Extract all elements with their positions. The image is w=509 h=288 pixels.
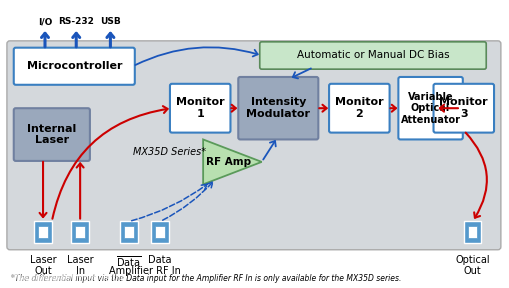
Text: Monitor
3: Monitor 3 [439,97,487,119]
Text: RS-232: RS-232 [58,17,94,26]
FancyBboxPatch shape [14,48,134,85]
FancyBboxPatch shape [34,221,52,243]
FancyBboxPatch shape [463,221,480,243]
FancyBboxPatch shape [71,221,89,243]
Text: Optical
Out: Optical Out [455,255,489,276]
FancyBboxPatch shape [7,41,500,250]
Text: Automatic or Manual DC Bias: Automatic or Manual DC Bias [296,50,448,60]
Text: Intensity
Modulator: Intensity Modulator [246,97,309,119]
Text: I/O: I/O [38,17,52,26]
Text: Amplifier RF In: Amplifier RF In [108,266,180,276]
FancyBboxPatch shape [328,84,389,132]
Text: MX35D Series*: MX35D Series* [133,147,206,157]
FancyBboxPatch shape [467,226,476,238]
Text: RF Amp: RF Amp [206,157,250,167]
FancyBboxPatch shape [75,226,85,238]
FancyBboxPatch shape [151,221,168,243]
FancyBboxPatch shape [14,108,90,161]
FancyBboxPatch shape [238,77,318,139]
FancyBboxPatch shape [155,226,165,238]
Polygon shape [203,139,261,184]
Text: Data: Data [148,255,172,265]
FancyBboxPatch shape [120,221,137,243]
FancyBboxPatch shape [433,84,493,132]
Text: Monitor
1: Monitor 1 [176,97,224,119]
FancyBboxPatch shape [169,84,230,132]
Text: Variable
Optical
Attenuator: Variable Optical Attenuator [400,92,460,125]
Text: *The differential input via the Data input for the Amplifier RF In is only avail: *The differential input via the Data inp… [11,274,401,283]
FancyBboxPatch shape [38,226,48,238]
Text: *The differential input via the: *The differential input via the [11,274,127,283]
FancyBboxPatch shape [124,226,133,238]
Text: Laser
Out: Laser Out [30,255,56,276]
Text: $\overline{\mathrm{Data}}$: $\overline{\mathrm{Data}}$ [116,255,142,270]
Text: Internal
Laser: Internal Laser [27,124,76,145]
FancyBboxPatch shape [398,77,462,139]
Text: Microcontroller: Microcontroller [26,61,122,71]
Text: Monitor
2: Monitor 2 [334,97,383,119]
Text: USB: USB [100,17,121,26]
FancyBboxPatch shape [259,42,485,69]
Text: Laser
In: Laser In [67,255,93,276]
